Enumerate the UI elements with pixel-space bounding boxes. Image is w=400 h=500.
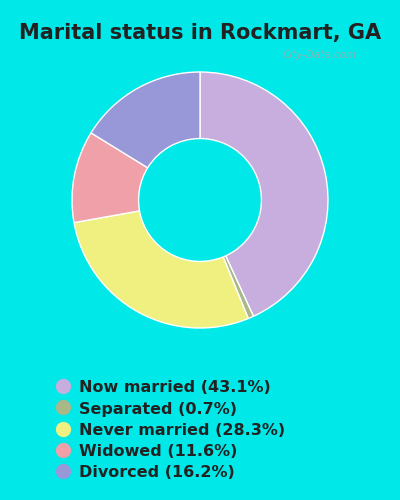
- Wedge shape: [200, 72, 328, 316]
- Wedge shape: [74, 211, 248, 328]
- Wedge shape: [91, 72, 200, 168]
- Wedge shape: [72, 133, 148, 222]
- Text: Marital status in Rockmart, GA: Marital status in Rockmart, GA: [19, 22, 381, 42]
- Text: City-Data.com: City-Data.com: [283, 50, 357, 59]
- Legend: Now married (43.1%), Separated (0.7%), Never married (28.3%), Widowed (11.6%), D: Now married (43.1%), Separated (0.7%), N…: [50, 375, 290, 485]
- Wedge shape: [223, 256, 254, 318]
